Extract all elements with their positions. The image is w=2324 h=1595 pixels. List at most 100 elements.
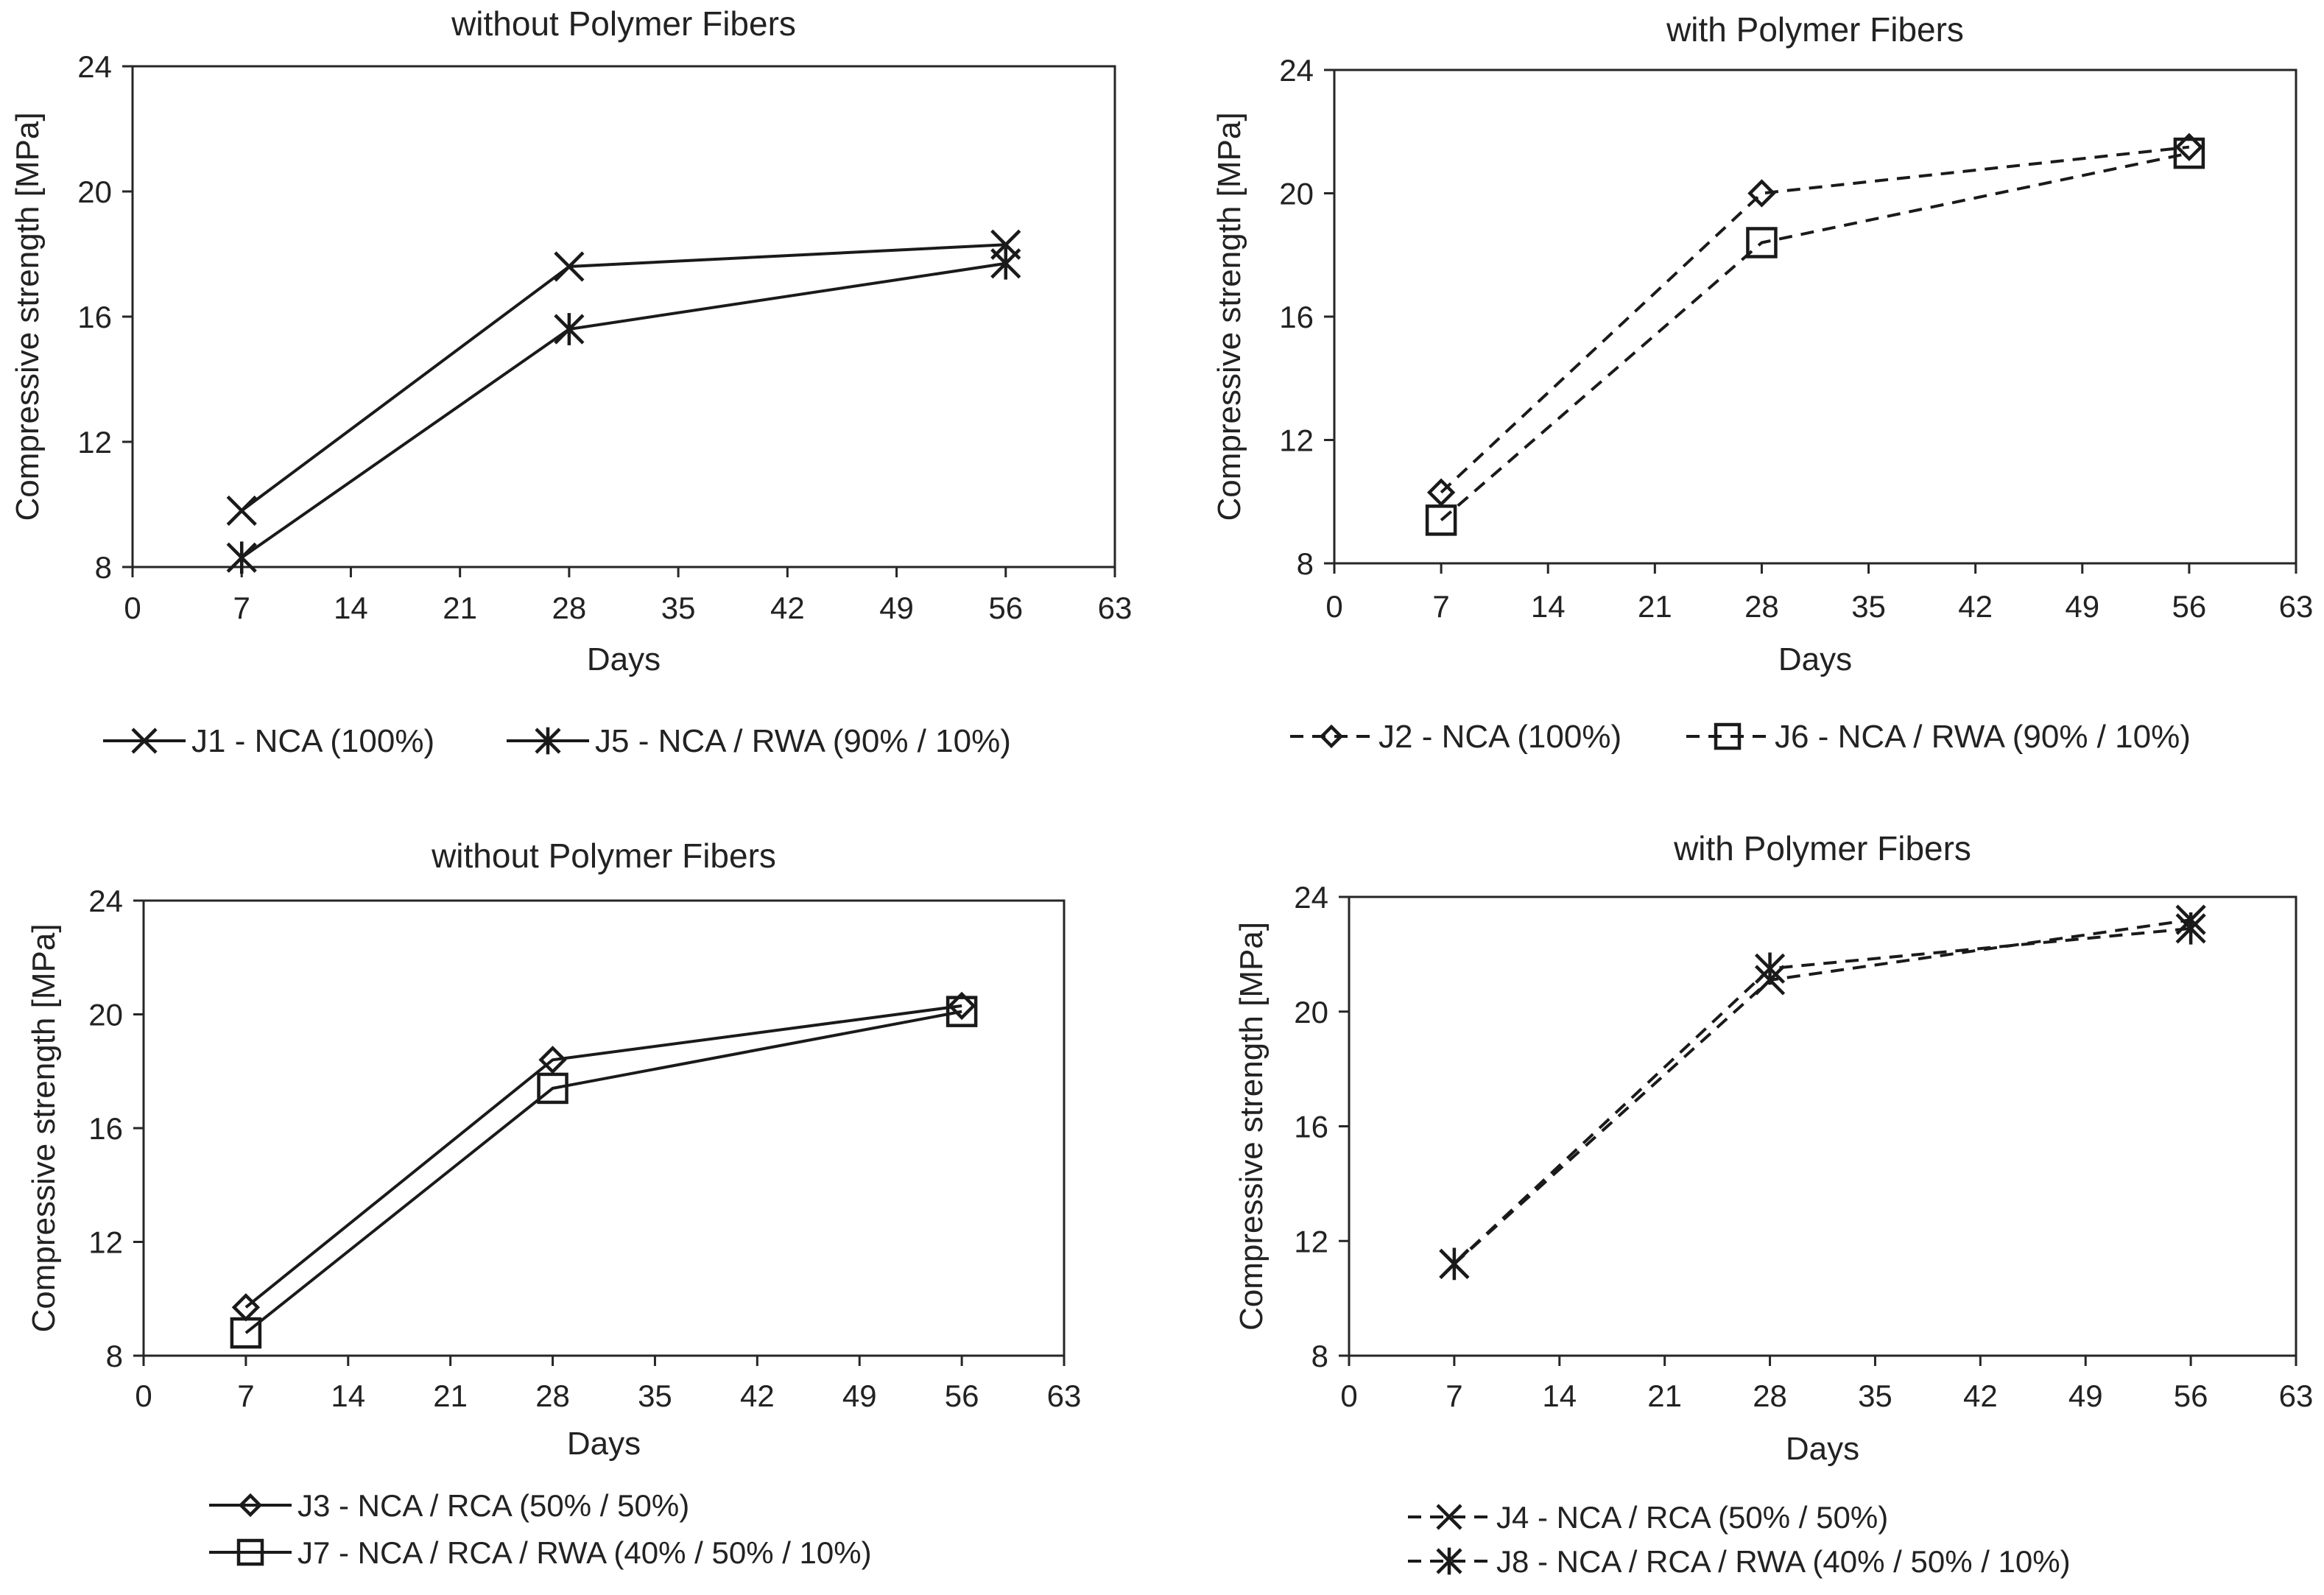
x-tick-label: 35 bbox=[638, 1379, 672, 1413]
x-tick-label: 49 bbox=[879, 591, 914, 625]
y-tick-label: 12 bbox=[88, 1225, 123, 1260]
x-axis-label: Days bbox=[567, 1426, 641, 1462]
x-tick-label: 21 bbox=[1647, 1379, 1682, 1413]
legend: J3 - NCA / RCA (50% / 50%) J7 - NCA / RCA… bbox=[209, 1488, 872, 1570]
legend-label: J1 - NCA (100%) bbox=[191, 723, 434, 759]
x-tick-label: 7 bbox=[233, 591, 250, 625]
x-tick-label: 21 bbox=[443, 591, 477, 625]
x-tick-label: 63 bbox=[2279, 1379, 2314, 1413]
x-tick-label: 35 bbox=[661, 591, 696, 625]
data-point-marker bbox=[2175, 133, 2204, 161]
plot-area-frame bbox=[131, 65, 1116, 568]
x-tick-label: 63 bbox=[1098, 591, 1133, 625]
plot-area-frame bbox=[142, 899, 1066, 1357]
x-tick-label: 35 bbox=[1851, 589, 1886, 624]
data-point-marker bbox=[1439, 1247, 1470, 1281]
legend-label: J5 - NCA / RWA (90% / 10%) bbox=[595, 723, 1011, 759]
chart-panel-1: without Polymer Fibers 0 7 14 21 28 35 42 49 56 63… bbox=[10, 4, 1132, 759]
data-point-marker bbox=[230, 1317, 262, 1349]
x-tick-label: 0 bbox=[1325, 589, 1342, 624]
y-axis-label: Compressive strength [MPa] bbox=[1233, 922, 1270, 1331]
data-point-marker bbox=[226, 541, 257, 574]
legend-label: J2 - NCA (100%) bbox=[1378, 719, 1621, 755]
legend-entry: J4 - NCA / RCA (50% / 50%) bbox=[1408, 1500, 1888, 1535]
legend: J4 - NCA / RCA (50% / 50%) J8 - NCA / RCA… bbox=[1408, 1500, 2071, 1579]
x-tick-label: 21 bbox=[433, 1379, 468, 1413]
data-point-marker bbox=[946, 996, 978, 1027]
legend-label: J8 - NCA / RCA / RWA (40% / 50% / 10%) bbox=[1496, 1544, 2071, 1579]
chart-title: without Polymer Fibers bbox=[451, 4, 796, 43]
x-tick-label: 63 bbox=[2279, 589, 2314, 624]
y-tick-label: 12 bbox=[77, 425, 112, 460]
legend-label: J7 - NCA / RCA / RWA (40% / 50% / 10%) bbox=[297, 1535, 872, 1570]
y-tick-label: 8 bbox=[106, 1339, 123, 1373]
data-point-marker bbox=[1746, 227, 1778, 258]
legend-label: J4 - NCA / RCA (50% / 50%) bbox=[1496, 1500, 1888, 1535]
series-line bbox=[244, 1004, 962, 1309]
y-tick-label: 16 bbox=[77, 300, 112, 334]
legend-label: J6 - NCA / RWA (90% / 10%) bbox=[1775, 719, 2191, 755]
x-tick-label: 49 bbox=[842, 1379, 877, 1413]
x-tick-label: 21 bbox=[1638, 589, 1672, 624]
data-point-marker bbox=[1425, 504, 1457, 536]
y-axis-label: Compressive strength [MPa] bbox=[26, 923, 62, 1332]
x-tick-label: 28 bbox=[1753, 1379, 1787, 1413]
legend-marker-sample bbox=[1319, 724, 1344, 749]
y-tick-label: 24 bbox=[77, 49, 112, 84]
legend-entry: J3 - NCA / RCA (50% / 50%) bbox=[209, 1488, 689, 1523]
series-line bbox=[1440, 145, 2190, 494]
data-point-marker bbox=[947, 991, 976, 1021]
x-tick-label: 0 bbox=[1340, 1379, 1357, 1413]
x-tick-label: 56 bbox=[2174, 1379, 2208, 1413]
y-tick-label: 20 bbox=[77, 175, 112, 209]
x-tick-label: 49 bbox=[2068, 1379, 2103, 1413]
legend-entry: J6 - NCA / RWA (90% / 10%) bbox=[1686, 719, 2191, 755]
x-tick-label: 28 bbox=[535, 1379, 570, 1413]
y-tick-label: 24 bbox=[88, 884, 123, 918]
y-tick-label: 12 bbox=[1279, 423, 1314, 458]
y-tick-label: 20 bbox=[1279, 177, 1314, 211]
legend-marker-sample bbox=[238, 1493, 263, 1518]
series-2 bbox=[230, 996, 978, 1349]
chart-panel-2: with Polymer Fibers 0 7 14 21 28 35 42 49 56 63 8 12… bbox=[1211, 10, 2313, 755]
legend-entry: J5 - NCA / RWA (90% / 10%) bbox=[507, 723, 1011, 759]
y-tick-label: 16 bbox=[1294, 1110, 1328, 1144]
y-tick-label: 8 bbox=[1311, 1339, 1328, 1373]
legend-marker-sample bbox=[131, 728, 158, 754]
x-tick-label: 42 bbox=[770, 591, 805, 625]
data-point-marker bbox=[1754, 952, 1786, 985]
x-tick-label: 7 bbox=[1446, 1379, 1462, 1413]
series-1 bbox=[231, 991, 976, 1322]
data-point-marker bbox=[226, 495, 257, 527]
series-1 bbox=[1439, 904, 2206, 1279]
legend: J2 - NCA (100%) J6 - NCA / RWA (90% / 10%… bbox=[1290, 719, 2191, 755]
y-tick-label: 20 bbox=[88, 998, 123, 1032]
y-tick-label: 24 bbox=[1279, 53, 1314, 88]
x-tick-label: 0 bbox=[124, 591, 141, 625]
legend-label: J3 - NCA / RCA (50% / 50%) bbox=[297, 1488, 689, 1523]
legend-marker-sample bbox=[1714, 722, 1742, 750]
x-tick-label: 14 bbox=[1531, 589, 1566, 624]
legend-entry: J8 - NCA / RCA / RWA (40% / 50% / 10%) bbox=[1408, 1544, 2071, 1579]
data-point-marker bbox=[538, 1046, 567, 1074]
series-line bbox=[1453, 926, 2191, 1265]
chart-panel-3: without Polymer Fibers 0 7 14 21 28 35 42 49 56 63… bbox=[26, 837, 1081, 1570]
legend-marker-sample bbox=[1436, 1504, 1462, 1530]
series-line bbox=[1453, 918, 2191, 1265]
x-tick-label: 56 bbox=[2172, 589, 2207, 624]
x-tick-label: 7 bbox=[237, 1379, 254, 1413]
x-tick-label: 14 bbox=[1542, 1379, 1577, 1413]
chart-title: without Polymer Fibers bbox=[431, 837, 776, 875]
y-tick-label: 20 bbox=[1294, 995, 1328, 1029]
data-point-marker bbox=[1747, 179, 1776, 208]
data-point-marker bbox=[2173, 137, 2205, 169]
x-tick-label: 42 bbox=[740, 1379, 775, 1413]
y-tick-label: 8 bbox=[95, 550, 112, 585]
legend-entry: J7 - NCA / RCA / RWA (40% / 50% / 10%) bbox=[209, 1535, 872, 1570]
data-point-marker bbox=[1426, 478, 1456, 507]
y-tick-label: 16 bbox=[1279, 300, 1314, 334]
x-tick-label: 42 bbox=[1963, 1379, 1998, 1413]
chart-title: with Polymer Fibers bbox=[1666, 10, 1964, 49]
x-tick-label: 42 bbox=[1958, 589, 1993, 624]
